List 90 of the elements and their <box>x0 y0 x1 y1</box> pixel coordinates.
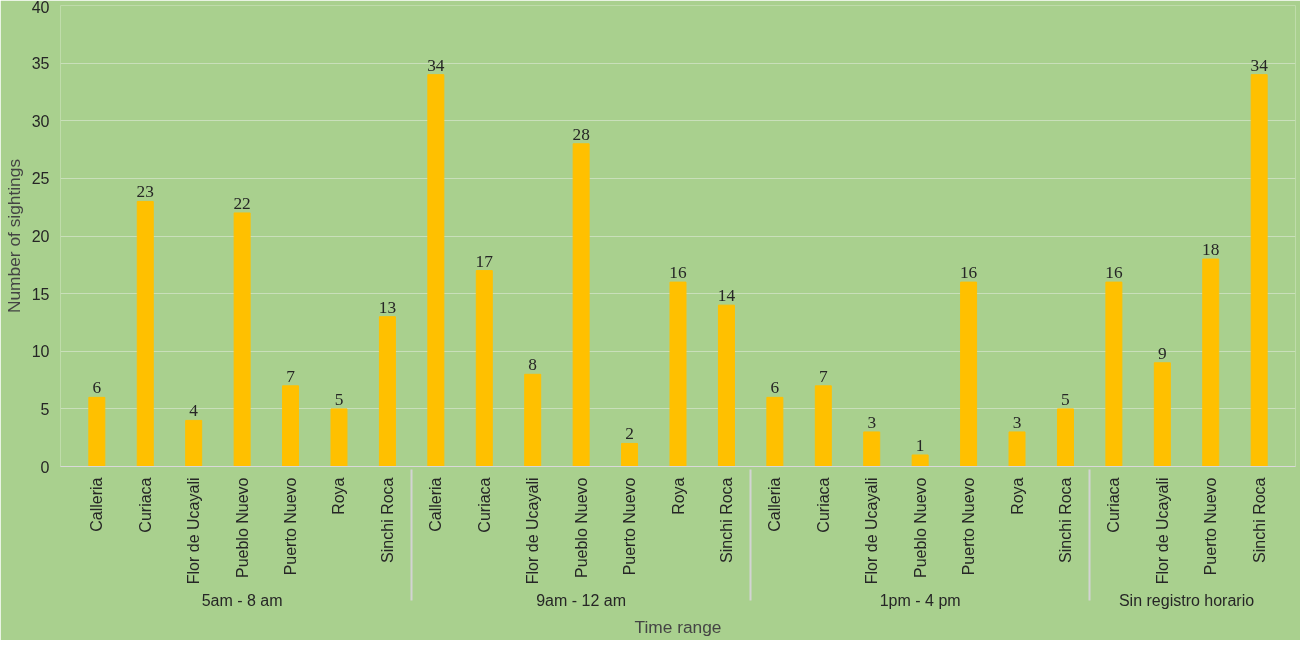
x-tick-label: Sinchi Roca <box>717 477 735 563</box>
data-label: 13 <box>378 297 397 317</box>
bar <box>1105 281 1123 467</box>
bar <box>572 143 590 467</box>
data-label: 14 <box>717 286 736 306</box>
bar <box>330 408 348 467</box>
data-label: 16 <box>669 263 687 283</box>
x-tick-label: Curiaca <box>814 477 832 533</box>
bar <box>1153 362 1171 467</box>
y-tick-label: 5 <box>40 400 50 418</box>
x-tick-label: Roya <box>1008 477 1026 515</box>
x-tick-label: Pueblo Nuevo <box>233 477 251 579</box>
bar <box>1008 431 1026 467</box>
bar <box>378 316 396 467</box>
bar <box>88 396 106 467</box>
y-tick-label: 40 <box>31 0 50 16</box>
data-label: 9 <box>1157 343 1167 363</box>
x-tick-label: Puerto Nuevo <box>282 477 300 576</box>
x-tick-label: Flor de Ucayali <box>1153 477 1171 585</box>
y-tick-label: 35 <box>31 55 50 73</box>
x-tick-label: Pueblo Nuevo <box>572 477 590 579</box>
x-tick-label: Calleria <box>427 477 445 532</box>
x-tick-label: Pueblo Nuevo <box>911 477 929 579</box>
data-label: 34 <box>1250 55 1269 75</box>
x-tick-label: Puerto Nuevo <box>621 477 639 576</box>
x-tick-label: Puerto Nuevo <box>960 477 978 576</box>
text: 1pm - 4 pm <box>879 592 961 610</box>
data-label: 3 <box>1012 412 1022 432</box>
x-tick-label: Calleria <box>766 477 784 532</box>
data-label: 2 <box>625 424 634 444</box>
x-tick-label: Roya <box>669 477 687 515</box>
bar <box>1250 74 1268 467</box>
data-label: 4 <box>189 401 199 421</box>
bar <box>621 442 639 467</box>
bar <box>136 200 154 467</box>
bar <box>766 396 784 467</box>
x-tick-label: Flor de Ucayali <box>185 477 203 585</box>
bar <box>427 74 445 467</box>
y-tick-label: 20 <box>31 228 50 245</box>
data-label: 8 <box>528 355 538 375</box>
data-label: 16 <box>959 263 978 283</box>
data-label: 6 <box>770 378 780 398</box>
y-tick-label: 15 <box>31 285 50 303</box>
data-label: 16 <box>1105 263 1123 283</box>
x-tick-label: Flor de Ucayali <box>524 477 542 585</box>
x-tick-label: Sinchi Roca <box>1056 477 1074 563</box>
data-label: 23 <box>136 182 154 202</box>
bar <box>1056 408 1074 467</box>
data-label: 17 <box>475 251 494 271</box>
bar <box>814 385 832 467</box>
data-label: 22 <box>233 193 251 213</box>
data-label: 7 <box>818 366 828 386</box>
data-label: 18 <box>1202 240 1220 260</box>
bar <box>282 385 300 467</box>
x-tick-label: Flor de Ucayali <box>863 477 881 585</box>
bar <box>960 281 978 467</box>
y-tick-label: 10 <box>31 343 50 361</box>
data-label: 7 <box>286 366 296 386</box>
bar <box>717 304 735 467</box>
data-label: 28 <box>572 124 590 144</box>
x-tick-label: Calleria <box>88 477 106 532</box>
bar <box>475 270 493 467</box>
bar <box>233 212 251 467</box>
data-label: 34 <box>427 55 445 75</box>
text: 5am - 8 am <box>201 592 283 610</box>
data-label: 3 <box>867 412 877 432</box>
text: 9am - 12 am <box>536 592 627 610</box>
bar <box>524 373 542 467</box>
data-label: 6 <box>92 378 102 398</box>
bar <box>911 454 929 467</box>
x-tick-label: Curiaca <box>475 477 493 533</box>
bar <box>669 281 687 467</box>
x-tick-label: Curiaca <box>1105 477 1123 533</box>
x-tick-label: Curiaca <box>136 477 154 533</box>
y-tick-label: 0 <box>40 458 50 476</box>
y-tick-label: 30 <box>31 112 50 130</box>
x-tick-label: Roya <box>330 477 348 515</box>
data-label: 1 <box>915 435 925 455</box>
x-tick-label: Sinchi Roca <box>378 477 396 563</box>
bar <box>185 419 203 467</box>
x-axis-title: Time range <box>634 617 722 638</box>
y-axis-title: Number of sightings <box>3 158 24 314</box>
x-tick-label: Sinchi Roca <box>1250 477 1268 563</box>
bar <box>863 431 881 467</box>
y-tick-label: 25 <box>31 170 50 188</box>
bar <box>1202 258 1220 467</box>
x-tick-label: Puerto Nuevo <box>1202 477 1220 576</box>
data-label: 5 <box>1061 389 1070 409</box>
text: Sin registro horario <box>1118 592 1255 610</box>
data-label: 5 <box>334 389 344 409</box>
